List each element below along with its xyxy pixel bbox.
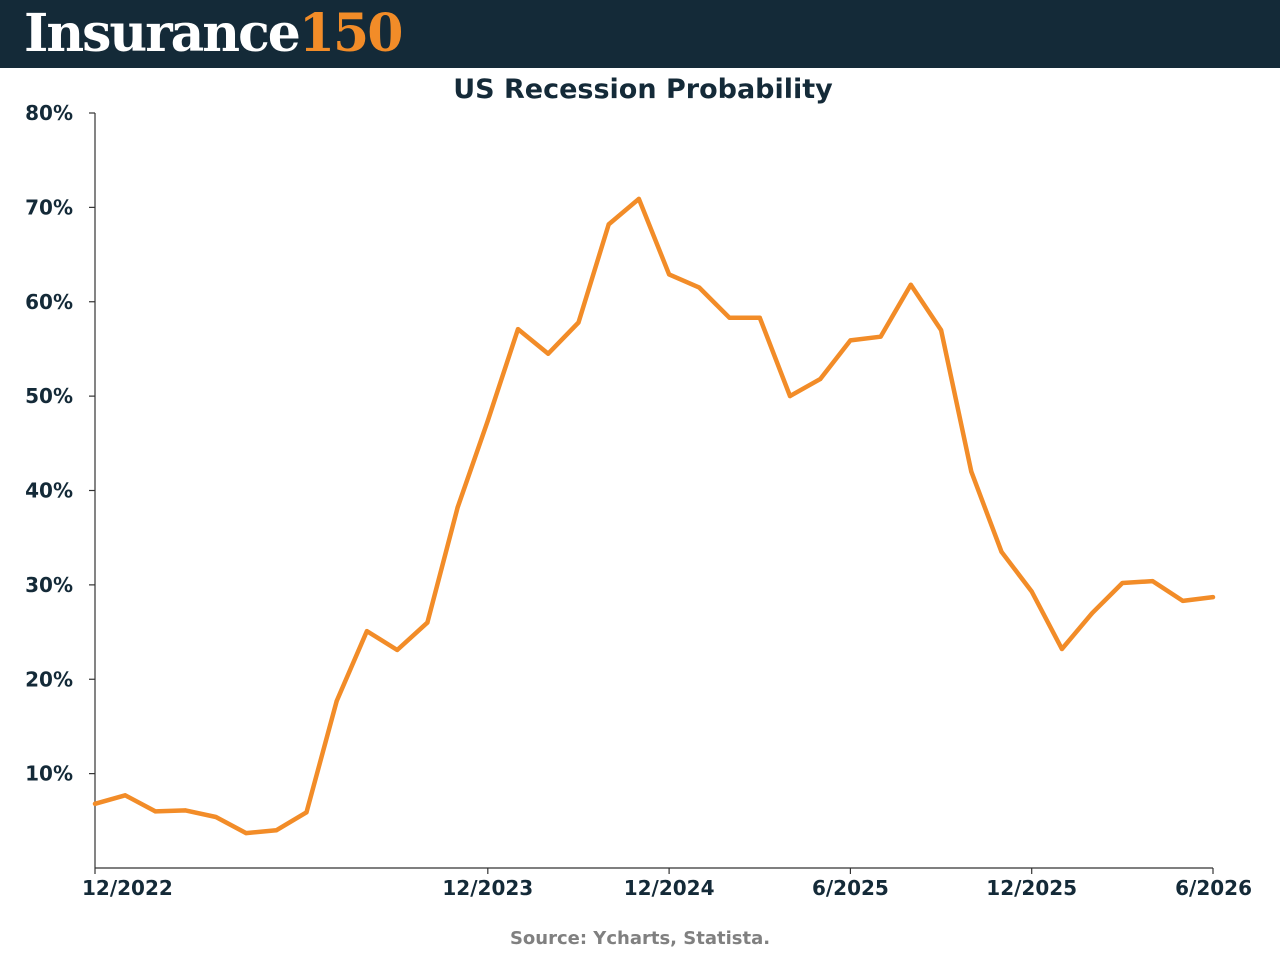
data-point [757, 315, 762, 320]
data-point [213, 815, 218, 820]
data-point [455, 505, 460, 510]
data-point [697, 285, 702, 290]
logo-word: Insurance [24, 3, 301, 64]
y-tick-label: 80% [25, 101, 73, 125]
data-point [727, 315, 732, 320]
series-line [92, 196, 1216, 836]
data-point [516, 327, 521, 332]
x-tick-label: 12/2024 [624, 876, 715, 900]
data-point [395, 647, 400, 652]
data-point [485, 418, 490, 423]
data-point [1150, 579, 1155, 584]
x-tick-label: 12/2022 [82, 876, 173, 900]
data-point [999, 549, 1004, 554]
data-point [123, 793, 128, 798]
data-point [939, 328, 944, 333]
y-tick-label: 20% [25, 667, 73, 691]
data-point [546, 351, 551, 356]
data-point [1120, 580, 1125, 585]
x-tick-label: 12/2025 [986, 876, 1077, 900]
data-point [908, 282, 913, 287]
data-point [1090, 611, 1095, 616]
x-tick-label: 6/2025 [812, 876, 889, 900]
data-point [606, 222, 611, 227]
data-point [848, 338, 853, 343]
y-tick-label: 10% [25, 762, 73, 786]
data-point [818, 377, 823, 382]
x-tick-label: 12/2023 [442, 876, 533, 900]
data-point [576, 320, 581, 325]
data-point [93, 801, 97, 806]
source-note: Source: Ycharts, Statista. [509, 928, 771, 949]
data-point [787, 394, 792, 399]
y-axis: 10% 20% 30% 40% 50% 60% 70% 80% [25, 101, 96, 868]
x-axis: 12/2022 12/2023 12/2024 6/2025 12/2025 6/2026 [82, 867, 1252, 900]
logo-number: 150 [298, 3, 404, 64]
chart-title: US Recession Probability [453, 74, 833, 105]
y-tick-label: 70% [25, 195, 73, 219]
data-point [183, 808, 188, 813]
data-point [364, 629, 369, 634]
data-point [274, 828, 279, 833]
data-point [425, 620, 430, 625]
header-bar: Insurance150 [0, 0, 1280, 68]
data-point [1180, 598, 1185, 603]
data-point [153, 809, 158, 814]
x-tick-label: 6/2026 [1175, 876, 1252, 900]
data-point [1211, 595, 1215, 600]
data-point [304, 810, 309, 815]
data-point [636, 196, 641, 201]
data-point [244, 831, 249, 836]
brand-logo: Insurance150 [24, 0, 404, 68]
data-point [334, 698, 339, 703]
data-point [878, 334, 883, 339]
plot-area [92, 196, 1216, 836]
y-tick-label: 50% [25, 384, 73, 408]
y-tick-label: 60% [25, 290, 73, 314]
data-point [667, 272, 672, 277]
y-tick-label: 30% [25, 573, 73, 597]
data-point [1029, 589, 1034, 594]
data-point [1059, 647, 1064, 652]
data-point [969, 469, 974, 474]
y-tick-label: 40% [25, 479, 73, 503]
